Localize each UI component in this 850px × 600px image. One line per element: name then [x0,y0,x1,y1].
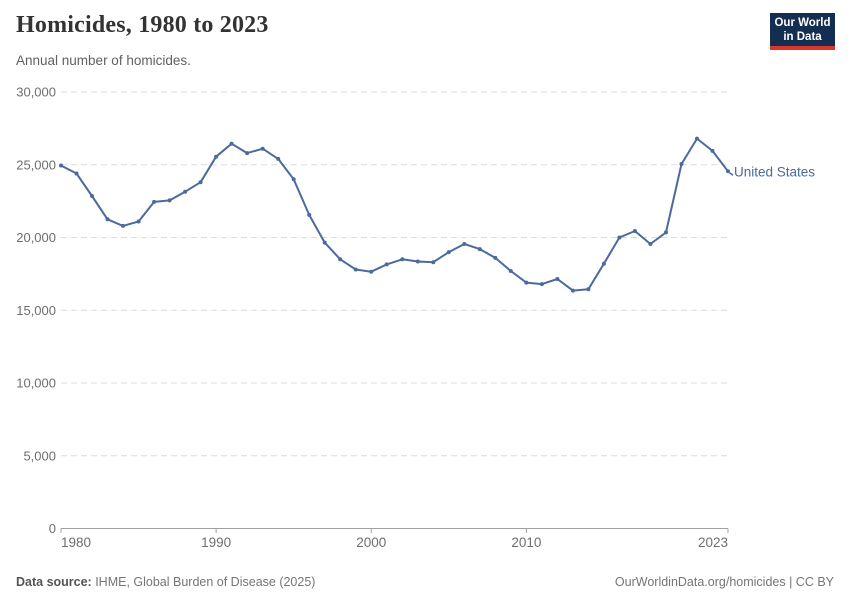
data-point-1993[interactable] [260,146,265,151]
data-point-1997[interactable] [322,240,327,245]
data-source-label: Data source: [16,575,92,589]
chart-title: Homicides, 1980 to 2023 [16,12,269,38]
x-axis-tick-label: 2010 [511,535,541,550]
data-point-2011[interactable] [539,282,544,287]
data-point-2023[interactable] [726,169,730,174]
data-point-2000[interactable] [369,269,374,274]
y-axis-tick-label: 0 [49,521,56,536]
owid-url-license[interactable]: OurWorldinData.org/homicides | CC BY [614,575,834,589]
data-point-1982[interactable] [90,194,94,198]
data-point-1983[interactable] [105,217,110,222]
data-point-1992[interactable] [245,151,250,156]
data-point-2008[interactable] [493,255,498,260]
data-point-1999[interactable] [353,267,358,272]
data-point-1998[interactable] [338,257,343,262]
data-point-1996[interactable] [307,212,312,217]
data-point-2002[interactable] [400,257,405,262]
data-point-1980[interactable] [59,163,63,168]
entity-label-connector [729,172,734,176]
x-axis-tick-label: 1990 [201,535,231,550]
data-point-2007[interactable] [477,247,482,252]
owid-logo-line1: Our World [774,17,831,29]
data-point-2014[interactable] [586,287,591,292]
data-point-2006[interactable] [462,242,467,246]
y-axis-tick-label: 30,000 [16,85,56,100]
data-point-1988[interactable] [183,189,188,194]
data-point-2004[interactable] [431,260,436,265]
data-point-2017[interactable] [632,229,637,233]
data-point-1985[interactable] [136,219,141,224]
entity-label-united-states[interactable]: United States [734,164,815,179]
data-point-1990[interactable] [214,154,219,159]
chart-footer: Data source: IHME, Global Burden of Dise… [0,575,850,589]
line-chart-canvas[interactable]: 0 5,000 10,000 15,000 20,000 25,000 30,000 1980… [0,0,850,560]
data-point-2019[interactable] [664,230,668,235]
data-source-note[interactable]: Data source: IHME, Global Burden of Dise… [16,575,315,589]
owid-logo-line2: in Data [783,30,822,43]
y-axis-tick-label: 20,000 [16,230,56,245]
x-axis-tick-label: 1980 [61,535,91,550]
data-point-1984[interactable] [121,223,125,228]
data-point-1991[interactable] [229,141,234,146]
data-point-2012[interactable] [555,277,560,281]
data-point-2016[interactable] [617,235,622,240]
y-axis-tick-label: 10,000 [16,376,56,391]
owid-logo[interactable]: Our World in Data [770,13,835,50]
data-point-2010[interactable] [524,280,529,285]
data-point-1987[interactable] [167,198,172,203]
y-axis-tick-label: 15,000 [16,303,56,318]
data-point-2003[interactable] [415,259,420,264]
data-point-2018[interactable] [648,242,653,246]
data-point-2021[interactable] [695,136,699,141]
data-point-2020[interactable] [679,162,684,166]
x-axis-tick-label: 2023 [698,535,728,550]
data-point-1989[interactable] [198,180,203,185]
data-point-2009[interactable] [508,269,513,273]
data-point-1995[interactable] [291,177,296,182]
data-point-2005[interactable] [446,250,451,255]
data-point-1994[interactable] [276,156,281,161]
chart-subtitle: Annual number of homicides. [16,53,191,68]
data-point-1986[interactable] [152,199,157,204]
chart-svg: 0 5,000 10,000 15,000 20,000 25,000 30,000 1980… [16,85,815,551]
data-point-2013[interactable] [570,288,575,293]
data-point-2015[interactable] [601,261,606,266]
x-axis-tick-label: 2000 [356,535,386,550]
y-axis-tick-label: 5,000 [23,448,56,463]
data-source-text: IHME, Global Burden of Disease (2025) [91,575,316,589]
data-point-2001[interactable] [384,262,389,267]
data-point-2022[interactable] [710,148,715,153]
owid-logo-text: Our World in Data [770,13,835,44]
series-line-united-states[interactable] [60,137,729,292]
y-axis-tick-label: 25,000 [16,157,56,172]
data-point-1981[interactable] [74,171,79,176]
